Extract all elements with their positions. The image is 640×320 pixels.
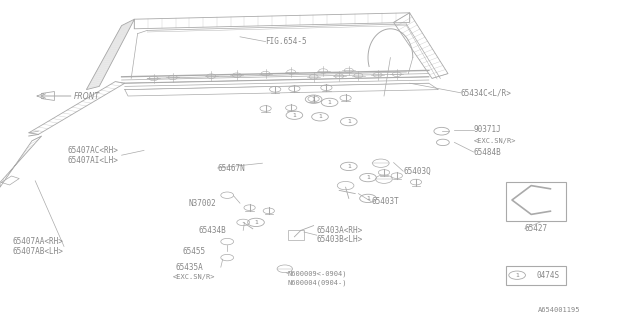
Text: 1: 1 (366, 196, 370, 201)
Text: 90371J: 90371J (474, 125, 501, 134)
Text: 1: 1 (254, 220, 258, 225)
Text: 65427: 65427 (525, 224, 548, 233)
Text: 65403B<LH>: 65403B<LH> (317, 236, 363, 244)
Text: 65403Q: 65403Q (403, 167, 431, 176)
Text: N600009<-0904): N600009<-0904) (288, 270, 348, 277)
Text: 1: 1 (318, 114, 322, 119)
Text: FIG.654-5: FIG.654-5 (266, 37, 307, 46)
Text: 1: 1 (328, 100, 332, 105)
Text: <EXC.SN/R>: <EXC.SN/R> (474, 138, 516, 144)
Text: <EXC.SN/R>: <EXC.SN/R> (173, 274, 215, 280)
Text: 65435A: 65435A (176, 263, 204, 272)
Text: 0474S: 0474S (536, 271, 559, 280)
Text: 65434B: 65434B (198, 226, 226, 235)
Text: 65403A<RH>: 65403A<RH> (317, 226, 363, 235)
Text: 65434C<L/R>: 65434C<L/R> (461, 88, 511, 97)
Text: 65407AA<RH>: 65407AA<RH> (13, 237, 63, 246)
Text: N600004(0904-): N600004(0904-) (288, 280, 348, 286)
Text: 1: 1 (366, 175, 370, 180)
Text: 65407AI<LH>: 65407AI<LH> (67, 156, 118, 164)
Text: N37002: N37002 (189, 199, 216, 208)
Text: 1: 1 (347, 119, 351, 124)
Text: 1: 1 (292, 113, 296, 118)
Text: 65407AB<LH>: 65407AB<LH> (13, 247, 63, 256)
Text: 65467N: 65467N (218, 164, 245, 172)
Bar (288, 230, 304, 240)
Text: 65484B: 65484B (474, 148, 501, 156)
Bar (506, 182, 566, 221)
Text: A654001195: A654001195 (538, 308, 580, 313)
Text: 65403T: 65403T (371, 197, 399, 206)
Text: 1: 1 (515, 273, 519, 278)
Text: 1: 1 (312, 97, 316, 102)
Text: 1: 1 (347, 164, 351, 169)
Text: FRONT: FRONT (74, 92, 100, 100)
Text: 65407AC<RH>: 65407AC<RH> (67, 146, 118, 155)
Text: 65455: 65455 (182, 247, 205, 256)
Bar (506, 266, 566, 285)
